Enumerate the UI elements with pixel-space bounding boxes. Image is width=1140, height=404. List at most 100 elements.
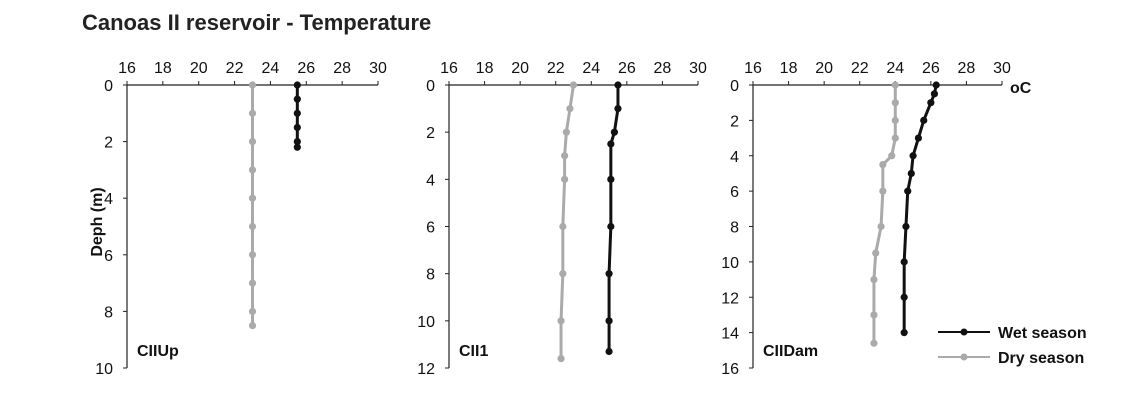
data-point [879, 187, 887, 195]
chart-title: Canoas II reservoir - Temperature [82, 10, 431, 35]
data-point [566, 104, 574, 113]
data-point [870, 311, 878, 319]
y-tick-label: 6 [730, 184, 739, 201]
legend-label: Dry season [998, 350, 1084, 367]
x-tick-label: 18 [154, 60, 172, 77]
data-point [293, 81, 301, 89]
y-tick-label: 6 [104, 248, 113, 265]
y-tick-label: 2 [426, 125, 435, 142]
y-tick-label: 8 [104, 304, 113, 321]
data-point [569, 81, 578, 89]
data-point [248, 109, 257, 117]
x-tick-label: 20 [511, 60, 529, 77]
y-tick-label: 10 [721, 255, 739, 272]
data-point [870, 339, 878, 347]
data-point [891, 134, 899, 142]
data-point [293, 138, 301, 146]
data-point [605, 317, 613, 325]
data-point [293, 95, 301, 103]
data-point [607, 175, 615, 183]
data-point [248, 279, 257, 287]
data-point [557, 354, 565, 363]
data-point [891, 99, 899, 107]
x-tick-label: 20 [190, 60, 208, 77]
x-tick-label: 16 [118, 60, 136, 77]
x-tick-label: 30 [369, 60, 387, 77]
data-point [914, 134, 923, 142]
data-point [293, 109, 301, 117]
y-tick-label: 0 [426, 78, 435, 95]
x-tick-label: 30 [689, 60, 707, 77]
y-tick-label: 4 [426, 172, 435, 189]
data-point [248, 166, 257, 174]
series-line [902, 84, 938, 333]
y-tick-label: 6 [426, 220, 435, 237]
data-point [891, 116, 899, 124]
series-line [559, 84, 575, 359]
data-point [891, 81, 899, 89]
data-point [900, 258, 908, 266]
data-point [614, 104, 622, 113]
x-tick-label: 30 [993, 60, 1011, 77]
data-point [879, 160, 887, 169]
x-tick-label: 18 [780, 60, 798, 77]
series-line [607, 85, 620, 352]
legend-item: Wet season [938, 325, 1087, 342]
series-wet-season [605, 81, 622, 356]
data-point [248, 194, 257, 202]
data-point [927, 99, 935, 107]
data-point [559, 222, 567, 231]
series-line [872, 85, 897, 344]
data-point [900, 329, 908, 337]
y-tick-label: 8 [426, 267, 435, 284]
x-tick-label: 26 [297, 60, 315, 77]
x-tick-label: 16 [744, 60, 762, 77]
legend: Wet season Dry season [938, 325, 1087, 367]
data-point [930, 90, 939, 98]
y-tick-label: 14 [721, 326, 739, 343]
legend-label: Wet season [998, 325, 1087, 342]
data-point [248, 222, 257, 231]
data-point [562, 128, 570, 136]
data-point [614, 81, 622, 89]
x-tick-label: 24 [262, 60, 280, 77]
data-point [293, 123, 301, 132]
series-dry-season [870, 81, 899, 347]
data-point [932, 81, 940, 89]
x-tick-label: 22 [851, 60, 869, 77]
data-point [559, 270, 567, 278]
data-point [248, 307, 257, 315]
data-point [605, 270, 613, 278]
data-point [607, 222, 615, 231]
site-label: CIIDam [763, 343, 818, 360]
data-point [248, 321, 257, 330]
unit-label: oC [1010, 80, 1032, 97]
legend-marker [960, 353, 968, 361]
x-tick-label: 28 [958, 60, 976, 77]
y-tick-label: 2 [730, 113, 739, 130]
x-tick-label: 22 [547, 60, 565, 77]
y-tick-label: 12 [721, 290, 739, 307]
data-point [248, 138, 257, 146]
data-point [870, 275, 878, 284]
data-point [909, 152, 917, 160]
x-tick-label: 26 [922, 60, 940, 77]
data-point [557, 317, 565, 325]
x-tick-label: 24 [886, 60, 904, 77]
x-tick-label: 18 [476, 60, 494, 77]
series-dry-season [248, 81, 257, 330]
data-point [902, 222, 910, 231]
y-tick-label: 0 [730, 78, 739, 95]
data-point [293, 143, 301, 151]
series-dry-season [557, 81, 578, 363]
y-tick-label: 8 [730, 220, 739, 237]
x-tick-label: 22 [226, 60, 244, 77]
data-point [907, 169, 915, 178]
data-point [888, 152, 896, 160]
y-tick-label: 0 [104, 78, 113, 95]
data-point [872, 249, 880, 257]
